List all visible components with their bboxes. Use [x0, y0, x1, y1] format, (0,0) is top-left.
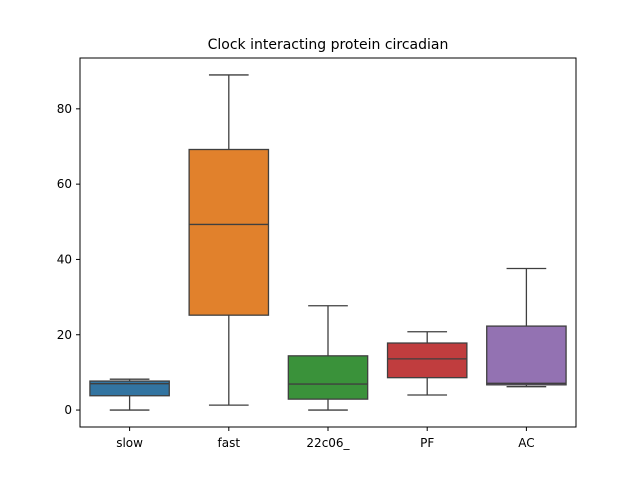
chart-title: Clock interacting protein circadian: [208, 37, 449, 53]
x-axis: slow fast 22c06_ PF AC: [116, 427, 535, 450]
box-body: [89, 380, 170, 397]
box-22c06_: [287, 305, 369, 411]
box-AC: [486, 267, 567, 388]
box-PF: [386, 331, 468, 396]
y-tick-label: 80: [57, 102, 72, 116]
box-body: [386, 342, 468, 379]
plot-frame: [79, 57, 577, 428]
box-slow: [89, 378, 170, 411]
y-axis: 0 20 40 60 80: [57, 102, 80, 417]
y-tick-label: 20: [57, 328, 72, 342]
box-body: [188, 148, 270, 316]
box-body: [287, 355, 369, 400]
boxes-layer: [89, 74, 567, 411]
y-tick-label: 0: [64, 403, 72, 417]
x-tick-label: 22c06_: [306, 436, 350, 450]
x-tick-label: PF: [420, 436, 434, 450]
x-tick-label: AC: [518, 436, 534, 450]
x-tick-label: slow: [116, 436, 143, 450]
box-body: [486, 325, 567, 386]
y-tick-label: 40: [57, 252, 72, 266]
box-fast: [188, 74, 270, 406]
y-tick-label: 60: [57, 177, 72, 191]
x-tick-label: fast: [218, 436, 241, 450]
